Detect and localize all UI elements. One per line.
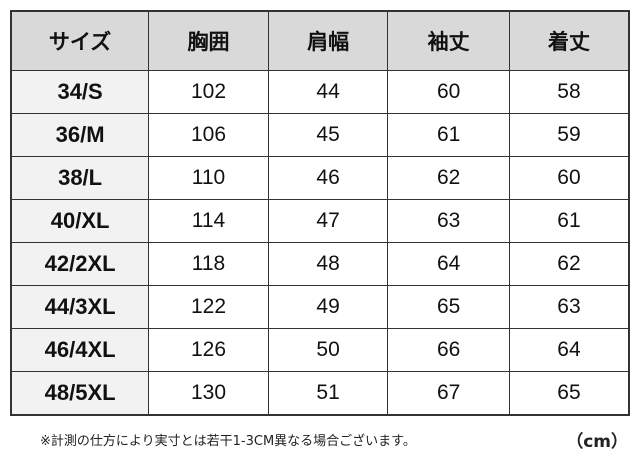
measurement-note: ※計測の仕方により実寸とは若干1-3CM異なる場合ございます。 <box>40 434 416 449</box>
cell-sleeve: 63 <box>387 199 510 243</box>
header-sleeve: 袖丈 <box>387 10 510 71</box>
cell-size: 40/XL <box>10 199 150 243</box>
table-row: 34/S 102 44 60 58 <box>10 70 630 114</box>
cell-chest: 106 <box>148 113 269 157</box>
table-row: 42/2XL 118 48 64 62 <box>10 242 630 286</box>
header-length: 着丈 <box>508 10 630 71</box>
cell-size: 46/4XL <box>10 328 150 372</box>
cell-sleeve: 64 <box>387 242 510 286</box>
cell-sleeve: 65 <box>387 285 510 329</box>
cell-shoulder: 50 <box>267 328 389 372</box>
cell-sleeve: 66 <box>387 328 510 372</box>
cell-sleeve: 67 <box>387 371 510 416</box>
table-row: 44/3XL 122 49 65 63 <box>10 285 630 329</box>
cell-size: 42/2XL <box>10 242 150 286</box>
cell-shoulder: 45 <box>267 113 389 157</box>
cell-chest: 130 <box>148 371 269 416</box>
cell-length: 58 <box>508 70 630 114</box>
cell-sleeve: 61 <box>387 113 510 157</box>
cell-length: 65 <box>508 371 630 416</box>
cell-chest: 102 <box>148 70 269 114</box>
cell-size: 44/3XL <box>10 285 150 329</box>
cell-length: 64 <box>508 328 630 372</box>
cell-length: 59 <box>508 113 630 157</box>
unit-label: （cm） <box>566 432 628 452</box>
cell-length: 62 <box>508 242 630 286</box>
cell-length: 60 <box>508 156 630 200</box>
cell-length: 63 <box>508 285 630 329</box>
cell-shoulder: 51 <box>267 371 389 416</box>
header-size: サイズ <box>10 10 150 71</box>
cell-size: 36/M <box>10 113 150 157</box>
cell-shoulder: 48 <box>267 242 389 286</box>
header-chest: 胸囲 <box>148 10 269 71</box>
cell-size: 48/5XL <box>10 371 150 416</box>
cell-shoulder: 49 <box>267 285 389 329</box>
cell-chest: 122 <box>148 285 269 329</box>
cell-chest: 126 <box>148 328 269 372</box>
cell-size: 38/L <box>10 156 150 200</box>
cell-shoulder: 47 <box>267 199 389 243</box>
cell-shoulder: 46 <box>267 156 389 200</box>
cell-sleeve: 62 <box>387 156 510 200</box>
size-chart-table: サイズ 胸囲 肩幅 袖丈 着丈 34/S 102 44 60 58 36/M 106 45 61… <box>10 10 630 416</box>
table-row: 48/5XL 130 51 67 65 <box>10 371 630 416</box>
table-row: 46/4XL 126 50 66 64 <box>10 328 630 372</box>
cell-length: 61 <box>508 199 630 243</box>
cell-shoulder: 44 <box>267 70 389 114</box>
table-row: 38/L 110 46 62 60 <box>10 156 630 200</box>
header-shoulder: 肩幅 <box>267 10 389 71</box>
cell-chest: 118 <box>148 242 269 286</box>
table-row: 36/M 106 45 61 59 <box>10 113 630 157</box>
cell-chest: 110 <box>148 156 269 200</box>
cell-chest: 114 <box>148 199 269 243</box>
header-row: サイズ 胸囲 肩幅 袖丈 着丈 <box>10 10 630 71</box>
cell-size: 34/S <box>10 70 150 114</box>
cell-sleeve: 60 <box>387 70 510 114</box>
table-row: 40/XL 114 47 63 61 <box>10 199 630 243</box>
